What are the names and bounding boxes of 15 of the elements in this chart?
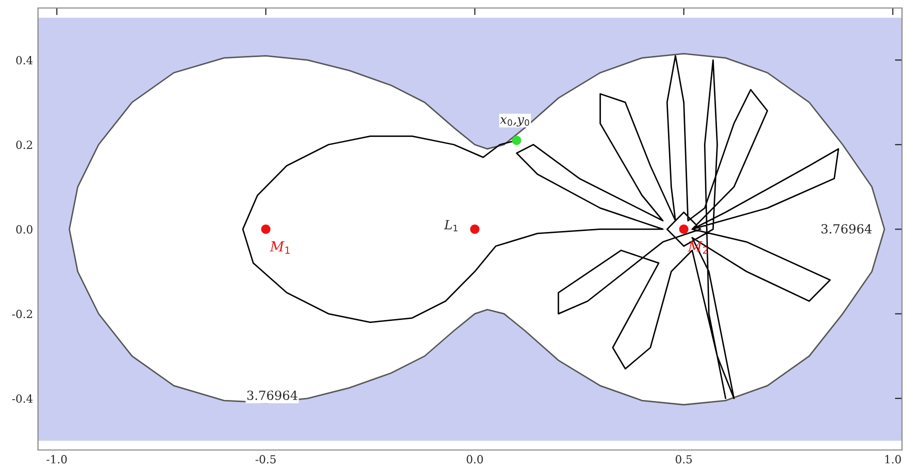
annotation: L$_{1}$ <box>444 220 458 232</box>
x-tick-label: 1.0 <box>885 455 901 464</box>
y-tick-label: 0.0 <box>16 225 32 234</box>
y-tick-label: 0.2 <box>16 140 32 149</box>
annotation: 3.76964 <box>247 390 298 400</box>
x-tick-label: 0.0 <box>466 455 483 464</box>
annotation: x$_{0}$,y$_{0}$ <box>500 117 530 126</box>
y-tick-label: -0.4 <box>12 394 33 403</box>
x-tick-label: 0.5 <box>676 455 692 464</box>
x-tick-label: -1.0 <box>46 455 67 464</box>
annotation: 3.76964 <box>822 224 872 234</box>
y-tick-label: 0.4 <box>16 56 33 64</box>
x-tick-label: -0.5 <box>256 455 276 464</box>
y-tick-label: -0.2 <box>12 310 32 318</box>
series-label: M$_{1}$ <box>270 241 290 254</box>
